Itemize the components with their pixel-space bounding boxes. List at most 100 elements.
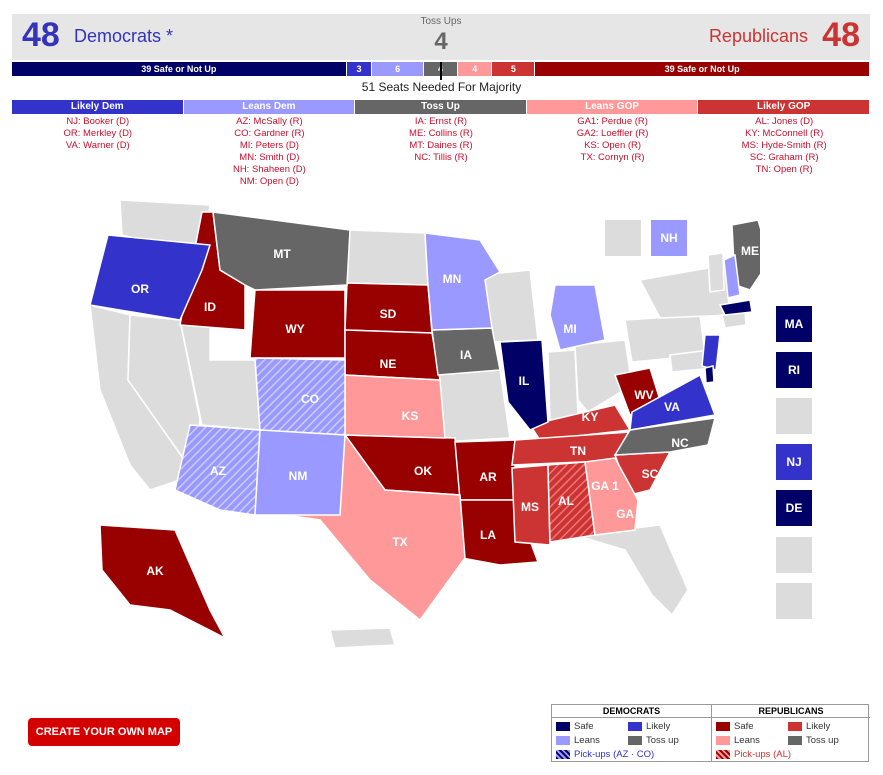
- label-ak: AK: [146, 564, 164, 578]
- label-wy: WY: [285, 322, 304, 336]
- label-mt: MT: [273, 247, 291, 261]
- state-ks[interactable]: [344, 374, 446, 439]
- box-nh-gray[interactable]: [605, 220, 641, 256]
- box-nh[interactable]: NH: [651, 220, 687, 256]
- state-hi[interactable]: [329, 627, 396, 649]
- race-item: GA2: Loeffler (R): [576, 128, 649, 139]
- seatbar-segment: 39 Safe or Not Up: [535, 62, 870, 76]
- column-leans-gop: Leans GOP GA1: Perdue (R) GA2: Loeffler …: [526, 100, 699, 188]
- state-fl[interactable]: [574, 524, 689, 617]
- state-mn[interactable]: [424, 232, 502, 331]
- label-la: LA: [480, 528, 496, 542]
- state-va[interactable]: [629, 373, 717, 431]
- legend-dem: DEMOCRATS Safe Likely Leans Toss up Pick…: [552, 705, 711, 761]
- legend-leans-dem: Leans: [556, 735, 600, 746]
- race-item: KY: McConnell (R): [745, 128, 824, 139]
- legend-rep: REPUBLICANS Safe Likely Leans Toss up Pi…: [711, 705, 870, 761]
- rep-seat-count: 48: [822, 16, 860, 54]
- state-ga[interactable]: [584, 457, 639, 536]
- race-item: NJ: Booker (D): [66, 116, 130, 127]
- create-your-own-map-button[interactable]: CREATE YOUR OWN MAP: [28, 718, 180, 746]
- label-co: CO: [301, 392, 319, 406]
- state-nm[interactable]: [254, 429, 346, 516]
- race-item: MS: Hyde-Smith (R): [741, 140, 827, 151]
- race-item: AL: Jones (D): [755, 116, 814, 127]
- race-item: NH: Shaheen (D): [232, 164, 306, 175]
- legend-leans-rep: Leans: [716, 735, 760, 746]
- state-vt[interactable]: [707, 252, 725, 293]
- state-oh[interactable]: [574, 339, 633, 413]
- state-de[interactable]: [704, 365, 715, 384]
- race-item: SC: Graham (R): [749, 152, 819, 163]
- race-item: AZ: McSally (R): [236, 116, 303, 127]
- state-ak[interactable]: [99, 524, 227, 640]
- label-ne: NE: [380, 357, 397, 371]
- box-nj[interactable]: NJ: [776, 444, 812, 480]
- label-ia: IA: [460, 348, 472, 362]
- column-header: Leans GOP: [526, 100, 699, 114]
- box-ma[interactable]: MA: [776, 306, 812, 342]
- toss-up-label: Toss Ups: [420, 16, 462, 27]
- state-ne[interactable]: [344, 329, 441, 381]
- label-ar: AR: [479, 470, 497, 484]
- column-header: Likely GOP: [698, 100, 870, 114]
- column-likely-dem: Likely Dem NJ: Booker (D) OR: Merkley (D…: [12, 100, 184, 188]
- column-likely-gop: Likely GOP AL: Jones (D) KY: McConnell (…: [698, 100, 870, 188]
- map-legend: DEMOCRATS Safe Likely Leans Toss up Pick…: [551, 704, 870, 762]
- legend-likely-dem: Likely: [628, 721, 670, 732]
- rep-label: Republicans: [708, 26, 808, 46]
- legend-safe-dem: Safe: [556, 721, 594, 732]
- race-item: KS: Open (R): [584, 140, 642, 151]
- box-md[interactable]: [776, 537, 812, 573]
- seatbar-segment: 4: [458, 62, 493, 76]
- label-ms: MS: [521, 500, 539, 514]
- label-id: ID: [204, 300, 216, 314]
- box-de[interactable]: DE: [776, 490, 812, 526]
- label-ga1: GA 1: [591, 479, 619, 493]
- race-item: GA1: Perdue (R): [577, 116, 648, 127]
- seatbar-segment: 5: [492, 62, 536, 76]
- state-nd[interactable]: [346, 229, 429, 286]
- majority-marker: [440, 62, 442, 80]
- label-sc: SC: [642, 467, 659, 481]
- state-il[interactable]: [499, 339, 549, 431]
- state-nj[interactable]: [701, 334, 721, 371]
- race-item: ME: Collins (R): [409, 128, 473, 139]
- box-ct[interactable]: [776, 398, 812, 434]
- label-ks: KS: [402, 409, 419, 423]
- legend-pickups-dem: Pick-ups (AZ · CO): [556, 749, 654, 760]
- column-header: Toss Up: [355, 100, 527, 114]
- state-nh[interactable]: [723, 253, 741, 299]
- state-nc[interactable]: [613, 417, 717, 456]
- label-nc: NC: [671, 436, 689, 450]
- race-item: TX: Cornyn (R): [580, 152, 645, 163]
- state-ms[interactable]: [511, 464, 551, 546]
- label-or: OR: [131, 282, 149, 296]
- box-nh-label: NH: [660, 231, 678, 245]
- seatbar-segment: 3: [346, 62, 373, 76]
- race-item: NM: Open (D): [239, 176, 299, 187]
- state-az[interactable]: [174, 424, 261, 516]
- state-ma[interactable]: [718, 299, 753, 316]
- legend-dem-header: DEMOCRATS: [552, 705, 711, 718]
- state-mt[interactable]: [212, 211, 351, 291]
- box-de-label: DE: [785, 501, 803, 515]
- label-sd: SD: [380, 307, 397, 321]
- label-ok: OK: [414, 464, 432, 478]
- state-or[interactable]: [89, 234, 211, 321]
- state-mo[interactable]: [434, 369, 511, 443]
- state-mi[interactable]: [549, 284, 606, 351]
- label-az: AZ: [210, 464, 226, 478]
- state-in[interactable]: [547, 349, 579, 423]
- box-ri[interactable]: RI: [776, 352, 812, 388]
- race-item: CO: Gardner (R): [234, 128, 305, 139]
- state-co[interactable]: [254, 357, 346, 436]
- race-item: NC: Tillis (R): [414, 152, 468, 163]
- column-header: Leans Dem: [183, 100, 356, 114]
- label-ky: KY: [582, 410, 599, 424]
- race-item: MI: Peters (D): [239, 140, 299, 151]
- label-mi: MI: [563, 322, 576, 336]
- us-senate-map: OR ID MT WY CO NM AZ SD NE KS OK TX MN I…: [89, 199, 760, 649]
- box-dc[interactable]: [776, 583, 812, 619]
- label-wv: WV: [634, 388, 653, 402]
